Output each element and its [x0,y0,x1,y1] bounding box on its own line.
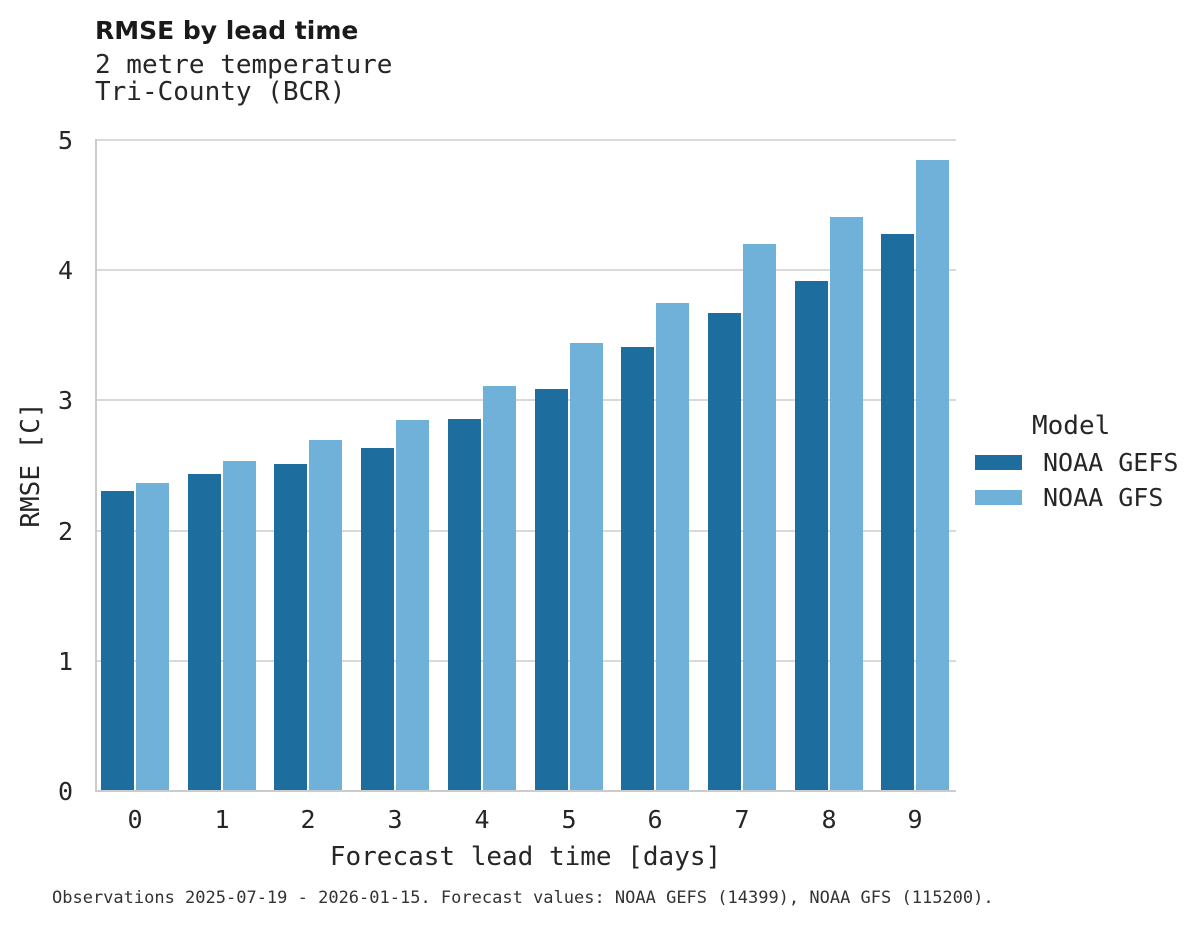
x-tick-label: 5 [561,805,577,834]
gridline [97,399,956,401]
y-axis-title: RMSE [C] [16,402,46,528]
bar-noaa-gefs-lead-4 [448,419,481,790]
legend-swatch-icon [975,490,1022,505]
bar-noaa-gfs-lead-5 [570,343,603,790]
x-tick-label: 8 [821,805,837,834]
bar-noaa-gfs-lead-4 [483,386,516,790]
x-tick-label: 1 [214,805,230,834]
x-tick-label: 9 [907,805,923,834]
bar-noaa-gfs-lead-7 [743,244,776,790]
bar-noaa-gfs-lead-6 [656,303,689,790]
gridline [97,139,956,141]
bar-noaa-gfs-lead-0 [136,483,169,790]
gridline [97,269,956,271]
chart-title: RMSE by lead time [95,16,359,45]
y-tick-label: 2 [57,517,73,546]
bar-noaa-gefs-lead-3 [361,448,394,790]
bar-noaa-gefs-lead-0 [101,491,134,790]
caption: Observations 2025-07-19 - 2026-01-15. Fo… [52,888,994,908]
chart-subtitle-variable: 2 metre temperature [95,50,393,80]
x-tick-label: 6 [647,805,663,834]
bar-noaa-gefs-lead-8 [795,281,828,790]
y-tick-label: 3 [57,386,73,415]
legend-label: NOAA GEFS [1043,448,1179,477]
legend-item: NOAA GFS [975,483,1163,512]
bar-noaa-gefs-lead-2 [274,464,307,790]
x-tick-label: 0 [127,805,143,834]
bar-noaa-gfs-lead-8 [830,217,863,790]
plot-area [95,139,956,792]
y-tick-label: 4 [57,256,73,285]
bar-noaa-gefs-lead-9 [881,234,914,790]
bar-noaa-gefs-lead-5 [535,389,568,790]
x-axis-title: Forecast lead time [days] [329,842,722,872]
bar-noaa-gefs-lead-1 [188,474,221,790]
legend-label: NOAA GFS [1043,483,1164,512]
bar-noaa-gfs-lead-3 [396,420,429,790]
bar-noaa-gefs-lead-7 [708,313,741,790]
x-tick-label: 3 [387,805,403,834]
x-tick-label: 7 [734,805,750,834]
y-tick-label: 1 [57,647,73,676]
legend-item: NOAA GEFS [975,448,1178,477]
bar-noaa-gefs-lead-6 [621,347,654,790]
legend-swatch-icon [975,455,1022,470]
bar-noaa-gfs-lead-9 [916,160,949,790]
bar-noaa-gfs-lead-2 [309,440,342,790]
bar-noaa-gfs-lead-1 [223,461,256,790]
chart-subtitle-region: Tri-County (BCR) [95,77,346,107]
x-tick-label: 4 [474,805,490,834]
y-tick-label: 5 [57,126,73,155]
x-tick-label: 2 [300,805,316,834]
gridline [97,530,956,532]
gridline [97,660,956,662]
legend-title: Model [1032,411,1111,441]
y-tick-label: 0 [57,777,73,806]
